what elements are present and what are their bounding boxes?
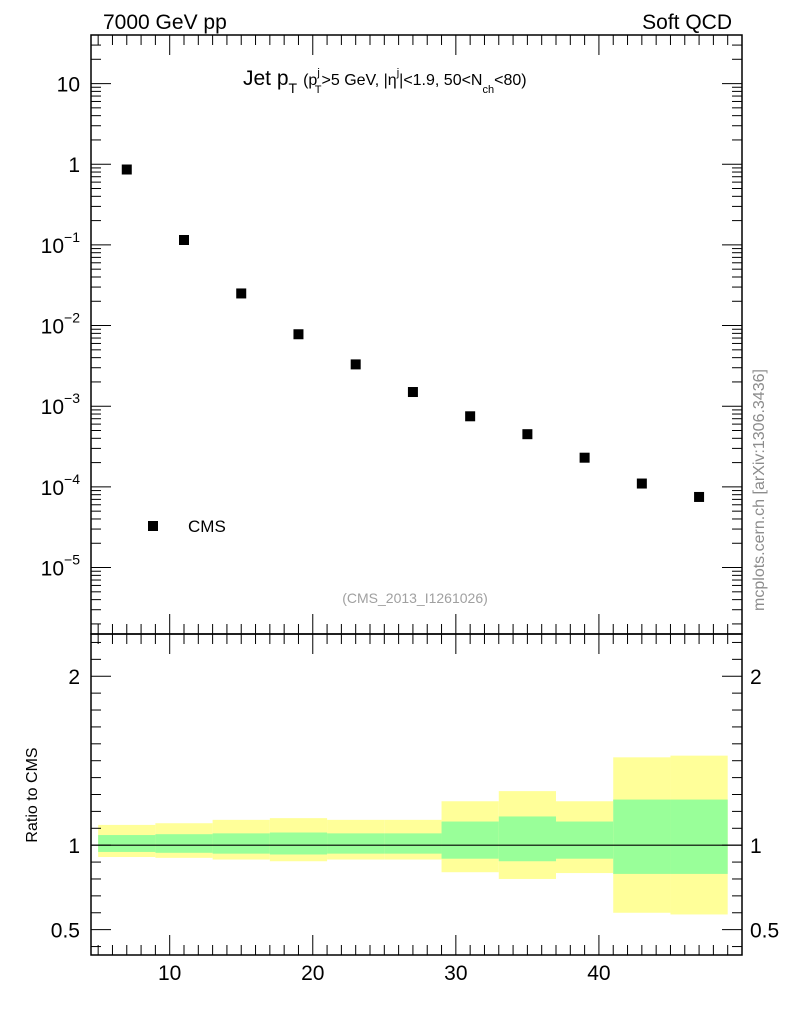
data-point [579,452,590,463]
stat-uncertainty-band [327,833,385,854]
data-point [636,478,647,489]
y-tick-label: 10 [57,74,80,97]
x-tick-label: 20 [301,962,324,985]
y-tick-label: 10−4 [41,471,81,500]
header-left: 7000 GeV pp [103,11,227,34]
stat-uncertainty-band [269,832,328,855]
data-points [121,164,705,502]
data-point [293,329,304,340]
ratio-y-tick-label-left: 2 [68,666,80,689]
stat-uncertainty-band [498,816,556,862]
data-point [522,429,533,440]
header-right: Soft QCD [642,11,732,34]
y-tick-label: 10−3 [41,390,81,419]
main-y-tick-labels: 10 1 10−1 10−2 10−3 10−4 10−5 [41,74,81,581]
legend-label: CMS [188,517,226,536]
legend: CMS [148,517,226,536]
ratio-ticks [91,634,742,955]
stat-uncertainty-band [613,799,671,874]
ratio-y-tick-label-right: 0.5 [750,920,779,943]
data-point [694,491,705,502]
ratio-y-tick-label-right: 2 [750,666,762,689]
main-frame [90,34,743,635]
y-tick-label: 10−1 [41,229,81,258]
data-point [350,359,361,370]
ratio-y-tick-label-left: 1 [68,835,80,858]
data-point [179,234,189,245]
ratio-panel: 0.5 0.5 1 1 2 2 10 20 30 40 Ratio to CMS [24,633,779,985]
x-tick-label: 10 [158,962,181,985]
y-tick-label: 10−2 [41,310,81,339]
ratio-frame [90,633,743,956]
x-tick-labels: 10 20 30 40 [158,962,611,985]
ratio-y-tick-label-left: 0.5 [51,920,80,943]
data-point [465,411,476,422]
x-tick-label: 30 [444,962,467,985]
stat-uncertainty-band [670,799,728,874]
stat-uncertainty-band [155,834,213,853]
ratio-y-tick-labels: 0.5 0.5 1 1 2 2 [51,666,779,942]
stat-uncertainty-band [98,835,156,852]
legend-marker [148,521,158,531]
stat-uncertainty-band [441,821,499,859]
y-tick-label: 1 [68,154,80,177]
chart-title: Jet pT (pj T>5 GeV, |ηj|<1.9, 50<Nch<80) [243,67,527,96]
analysis-watermark: (CMS_2013_I1261026) [342,590,488,606]
ratio-bands [98,755,728,915]
stat-uncertainty-band [556,821,614,859]
stat-uncertainty-band [384,833,442,854]
x-tick-label: 40 [587,962,610,985]
data-point [236,288,247,299]
main-ticks [91,34,742,634]
ratio-y-tick-label-right: 1 [750,835,762,858]
y-tick-label: 10−5 [41,552,81,581]
stat-uncertainty-band [212,833,270,854]
data-point [407,387,418,398]
side-label: mcplots.cern.ch [arXiv:1306.3436] [751,369,768,611]
data-point [121,164,132,175]
ratio-ylabel: Ratio to CMS [24,747,41,842]
main-panel: (CMS_2013_I1261026) Jet pT (pj T>5 GeV, |η… [41,34,743,635]
